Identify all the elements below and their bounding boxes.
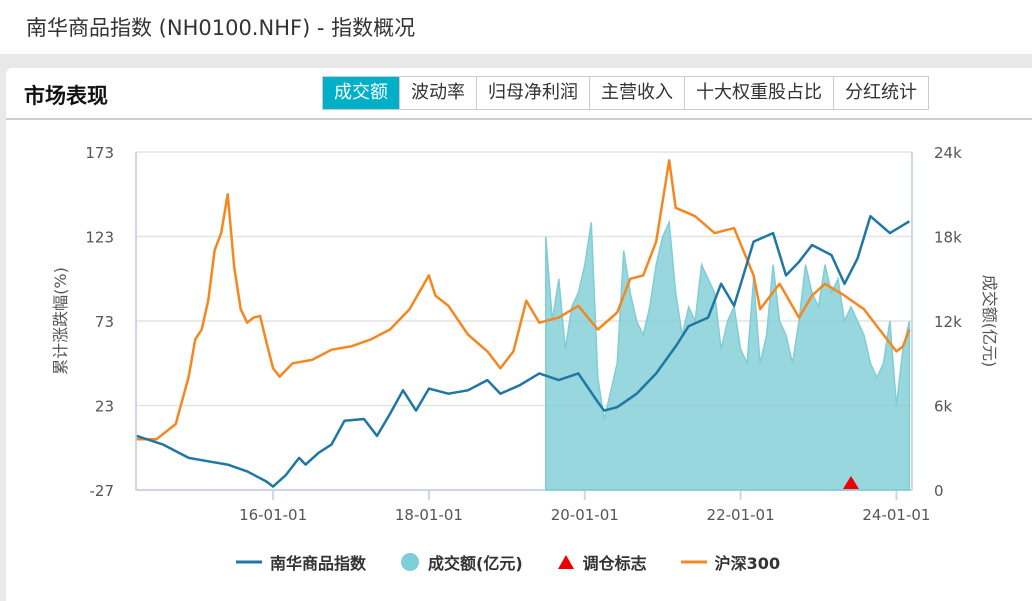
top-bar: 南华商品指数 (NH0100.NHF) - 指数概况 [0,0,1032,54]
y-left-tick-label: 23 [95,398,114,416]
tab-turnover[interactable]: 成交额 [323,77,399,109]
tab-top10-weights[interactable]: 十大权重股占比 [684,77,833,109]
legend-item-volume[interactable]: 成交额(亿元) [400,550,523,574]
y-right-tick-label: 18k [934,229,962,247]
y-right-tick-label: 6k [934,398,953,416]
legend-label: 调仓标志 [582,554,647,573]
y-left-tick-label: 73 [95,313,114,331]
y-right-tick-label: 12k [934,313,962,331]
page-title: 南华商品指数 (NH0100.NHF) - 指数概况 [26,16,416,40]
y-left-axis-title: 累计涨跌幅(%) [51,267,70,375]
y-left-tick-label: 173 [85,144,114,162]
line-icon [680,560,707,564]
line-icon [236,560,262,564]
card-header: 市场表现 成交额 波动率 归母净利润 主营收入 十大权重股占比 分红统计 [6,68,1032,120]
tab-bar: 成交额 波动率 归母净利润 主营收入 十大权重股占比 分红统计 [322,76,929,110]
x-tick-label: 18-01-01 [395,506,463,524]
tab-dividends[interactable]: 分红统计 [833,77,928,109]
legend-label: 南华商品指数 [270,554,367,573]
legend-label: 沪深300 [714,554,781,573]
x-tick-label: 20-01-01 [551,506,619,524]
tab-revenue[interactable]: 主营收入 [589,77,684,109]
nanhua-line [136,214,911,488]
tab-net-profit[interactable]: 归母净利润 [476,77,589,109]
y-left-tick-label: 123 [85,229,114,247]
x-tick-label: 24-01-01 [862,506,930,524]
y-right-tick-label: 0 [934,482,944,500]
legend-item-nanhua[interactable]: 南华商品指数 [236,550,366,574]
legend: 南华商品指数 成交额(亿元) 调仓标志 沪深300 [236,550,780,574]
y-left-tick-label: -27 [90,482,115,500]
triangle-icon [557,555,574,569]
card-title: 市场表现 [24,84,108,108]
legend-label: 成交额(亿元) [428,554,523,573]
y-right-tick-label: 24k [934,144,962,162]
legend-item-marker[interactable]: 调仓标志 [557,550,647,574]
hs300-line [136,159,911,441]
rebalance-marker [842,476,859,489]
legend-item-hs300[interactable]: 沪深300 [680,550,781,574]
circle-icon [401,553,420,571]
x-tick-label: 22-01-01 [707,506,775,524]
y-right-axis-title: 成交额(亿元) [980,275,999,368]
tab-volatility[interactable]: 波动率 [399,77,476,109]
x-tick-label: 16-01-01 [239,506,307,524]
volume-area [545,219,911,491]
